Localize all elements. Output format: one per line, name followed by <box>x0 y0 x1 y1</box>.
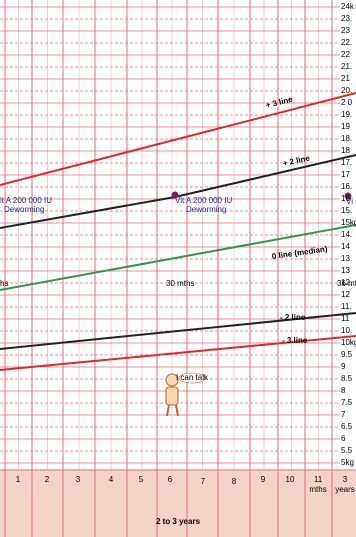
y-tick-label: 19. <box>341 110 352 119</box>
y-tick-label: 5kg <box>341 458 354 467</box>
month-label: 11 <box>314 475 323 484</box>
y-tick-label: 22. <box>341 38 352 47</box>
annotation: Deworming <box>186 205 226 214</box>
minus2-curve <box>0 312 356 350</box>
month-label: 4 <box>109 475 114 484</box>
month-label: years <box>335 485 355 494</box>
y-tick-label: 24k <box>341 2 355 11</box>
y-tick-label: 13 <box>341 266 350 275</box>
month-label: 3 <box>76 475 81 484</box>
y-tick-label: 11 <box>341 314 350 323</box>
plus3-curve <box>0 92 356 186</box>
y-tick-label: 19 <box>341 122 350 131</box>
curve-label: - 3 line <box>282 336 308 345</box>
y-tick-label: 15kg <box>341 218 356 227</box>
month-label: 9 <box>261 475 266 484</box>
median-curve <box>0 224 356 291</box>
y-tick-label: 6.5 <box>341 422 353 431</box>
month-label: 8 <box>232 477 237 486</box>
y-tick-label: 21 <box>341 74 350 83</box>
annotation: Vi <box>346 197 353 206</box>
y-tick-label: 23 <box>341 26 350 35</box>
y-tick-label: 14 <box>341 242 350 251</box>
month-label: mths <box>309 485 326 494</box>
y-tick-label: 2 0 <box>341 98 353 107</box>
month-label: 2 <box>45 475 50 484</box>
y-tick-label: 10. <box>341 326 352 335</box>
y-tick-label: 16 <box>341 194 350 203</box>
y-tick-label: 13. <box>341 254 352 263</box>
y-tick-label: 18. <box>341 134 352 143</box>
minus3-curve <box>0 335 356 371</box>
vita-marker <box>344 192 352 200</box>
annotation: it A 200 000 IU <box>0 196 52 205</box>
month-label: 7 <box>201 477 206 486</box>
annotation: hs <box>0 279 8 288</box>
month-label: 6 <box>168 475 173 484</box>
speech: I can talk <box>176 373 209 382</box>
annotation: 30 mths <box>166 279 194 288</box>
y-tick-label: 22 <box>341 50 350 59</box>
y-tick-label: 15. <box>341 206 352 215</box>
month-label: 10 <box>286 475 295 484</box>
y-tick-label: 21. <box>341 62 352 71</box>
y-tick-label: 12. <box>341 278 352 287</box>
y-tick-label: 11. <box>341 302 352 311</box>
annotation: 36 mths <box>337 279 356 288</box>
annotation: Deworming <box>4 205 44 214</box>
y-tick-label: 17. <box>341 158 352 167</box>
y-tick-label: 8.5 <box>341 374 353 383</box>
y-tick-label: 6 <box>341 434 346 443</box>
month-label: 1 <box>16 475 21 484</box>
y-tick-label: 5.5 <box>341 446 353 455</box>
annotation: Vit A 200 000 IU <box>175 196 232 205</box>
y-tick-label: 14. <box>341 230 352 239</box>
vita-marker <box>171 191 179 199</box>
y-tick-label: 16. <box>341 182 352 191</box>
y-tick-label: 9 <box>341 362 346 371</box>
curve-label: - 2 line <box>280 313 306 322</box>
y-tick-label: 17 <box>341 170 350 179</box>
footer-title: 2 to 3 years <box>156 517 201 526</box>
child-figure <box>165 372 206 417</box>
y-tick-label: 12 <box>341 290 350 299</box>
footer-band <box>0 470 356 537</box>
month-label: 3 <box>343 475 348 484</box>
y-tick-label: 8 <box>341 386 346 395</box>
y-tick-label: 9.5 <box>341 350 353 359</box>
y-tick-label: 18 <box>341 146 350 155</box>
y-tick-label: 7.5 <box>341 398 353 407</box>
y-tick-label: 7 <box>341 410 346 419</box>
month-label: 5 <box>139 475 144 484</box>
y-tick-label: 23. <box>341 14 352 23</box>
y-tick-label: 20. <box>341 86 352 95</box>
y-tick-label: 10kg <box>341 338 356 347</box>
